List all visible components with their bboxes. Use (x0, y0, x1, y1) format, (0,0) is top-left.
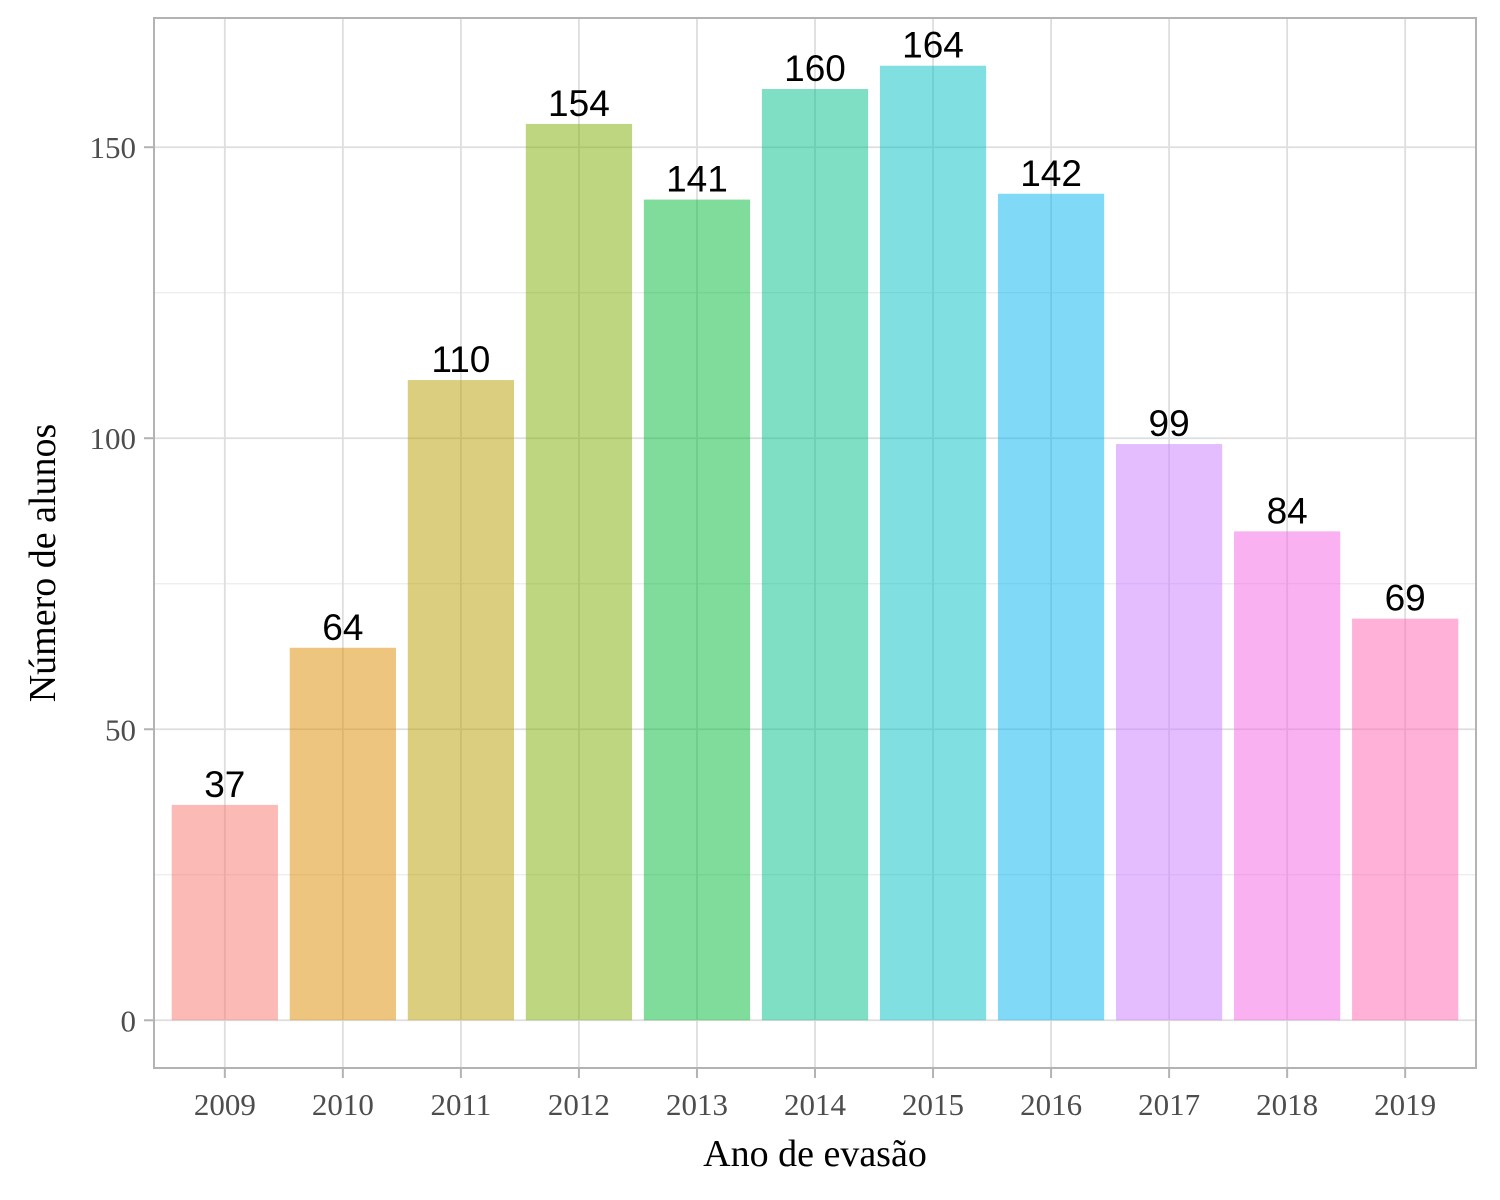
x-tick-label: 2011 (430, 1087, 491, 1122)
x-tick-label: 2018 (1256, 1087, 1318, 1122)
data-label-2019: 69 (1385, 578, 1426, 619)
bar-2010 (289, 647, 396, 1021)
axes: 0 50 100 150 2009 2010 2011 2012 2013 2014 2015 201… (90, 130, 1437, 1122)
y-tick-label: 150 (90, 130, 137, 165)
x-tick-label: 2014 (784, 1087, 847, 1122)
data-labels: 37 64 110 154 141 160 164 142 99 84 69 (204, 25, 1426, 805)
bar-2018 (1234, 531, 1341, 1021)
bar-2015 (879, 65, 987, 1021)
bar-2012 (525, 123, 633, 1021)
data-label-2009: 37 (204, 764, 245, 805)
data-label-2012: 154 (548, 83, 610, 124)
bar-2013 (643, 199, 751, 1021)
x-tick-label: 2019 (1374, 1087, 1436, 1122)
x-axis-title: Ano de evasão (703, 1133, 927, 1175)
bar-2009 (171, 804, 278, 1021)
data-label-2014: 160 (784, 48, 846, 89)
data-label-2011: 110 (431, 339, 490, 380)
bar-2014 (761, 89, 869, 1021)
y-tick-label: 0 (121, 1003, 137, 1038)
y-axis-title: Número de alunos (22, 424, 64, 703)
x-tick-label: 2010 (312, 1087, 374, 1122)
x-tick-label: 2013 (666, 1087, 728, 1122)
data-label-2018: 84 (1267, 490, 1308, 531)
data-label-2013: 141 (666, 159, 728, 200)
x-tick-label: 2009 (194, 1087, 256, 1122)
bar-2019 (1352, 618, 1459, 1021)
x-tick-label: 2012 (548, 1087, 610, 1122)
x-tick-label: 2015 (902, 1087, 964, 1122)
bar-2011 (407, 380, 515, 1021)
y-tick-label: 50 (105, 712, 136, 747)
x-tick-label: 2016 (1020, 1087, 1082, 1122)
data-label-2010: 64 (322, 607, 363, 648)
x-tick-label: 2017 (1138, 1087, 1200, 1122)
data-label-2017: 99 (1149, 403, 1190, 444)
bar-2017 (1115, 444, 1223, 1021)
data-label-2015: 164 (902, 25, 964, 66)
data-label-2016: 142 (1020, 153, 1082, 194)
bars (171, 65, 1459, 1021)
y-tick-label: 100 (90, 421, 137, 456)
bar-2016 (997, 193, 1105, 1021)
